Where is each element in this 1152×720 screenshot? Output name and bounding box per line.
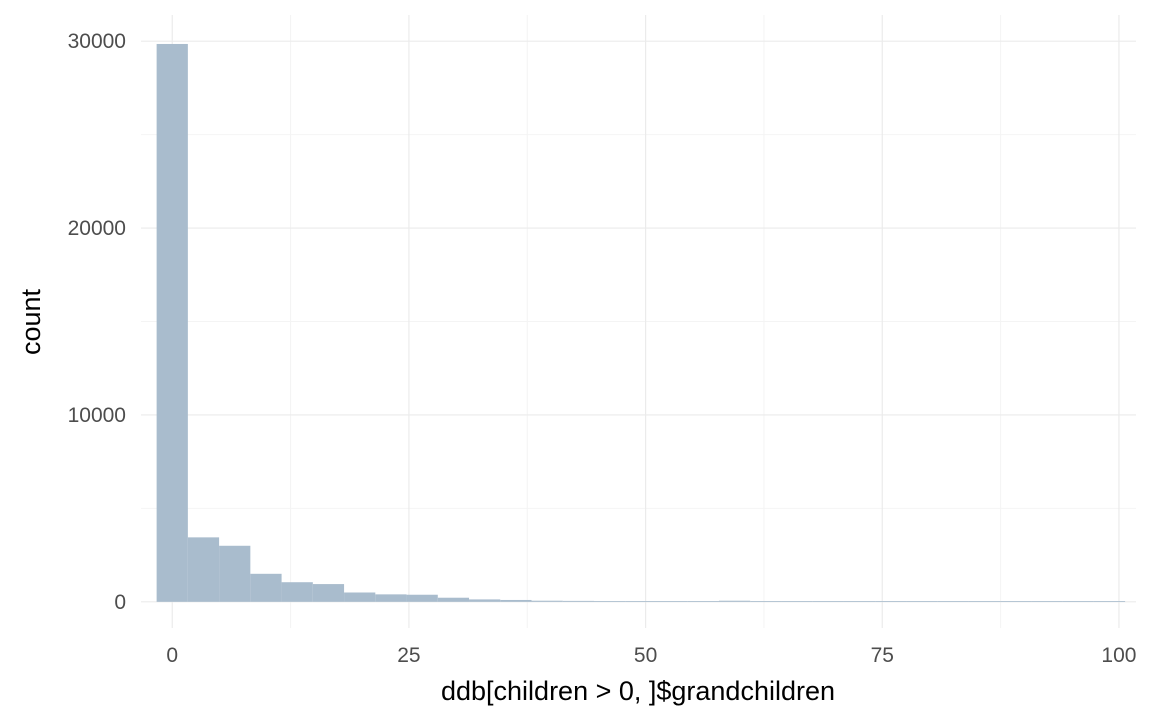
histogram-bar: [187, 537, 220, 602]
histogram-bar: [625, 601, 657, 602]
y-tick-label: 10000: [68, 404, 126, 427]
histogram-bar: [156, 43, 188, 602]
histogram-bar: [656, 601, 688, 602]
histogram-bar: [594, 601, 626, 602]
x-tick-label: 100: [1101, 644, 1136, 667]
histogram-bar: [531, 600, 563, 602]
x-tick-label: 75: [871, 644, 894, 667]
y-axis-title: count: [16, 288, 46, 355]
histogram-bar: [781, 601, 813, 602]
x-tick-label: 0: [166, 644, 178, 667]
histogram-bar: [812, 601, 844, 602]
y-tick-label: 30000: [68, 30, 126, 53]
histogram-bar: [375, 594, 407, 602]
y-axis-tick-labels: 0 10000 20000 30000: [68, 30, 126, 614]
histogram-bar: [500, 599, 532, 602]
y-tick-label: 0: [114, 591, 126, 614]
histogram-bar: [219, 545, 251, 602]
x-tick-label: 50: [634, 644, 657, 667]
histogram-bar: [750, 601, 782, 602]
histogram-bar: [906, 601, 938, 602]
histogram-bar: [1093, 601, 1126, 602]
histogram-bars: [156, 43, 1126, 602]
histogram-bar: [1000, 601, 1032, 602]
x-axis-title: ddb[children > 0, ]$grandchildren: [441, 676, 835, 706]
histogram-bar: [1062, 601, 1094, 602]
y-tick-label: 20000: [68, 217, 126, 240]
histogram-bar: [437, 597, 470, 602]
histogram-bar: [843, 601, 876, 602]
histogram-bar: [937, 601, 969, 602]
histogram-bar: [344, 592, 376, 602]
grid-major-lines: [141, 15, 1136, 628]
histogram-bar: [687, 601, 719, 602]
x-axis-tick-labels: 0 25 50 75 100: [166, 644, 1136, 667]
histogram-bar: [1031, 601, 1063, 602]
histogram-bar: [718, 600, 751, 602]
histogram-bar: [406, 594, 438, 602]
histogram-bar: [250, 573, 282, 602]
x-tick-label: 25: [397, 644, 420, 667]
histogram-bar: [875, 601, 907, 602]
histogram-bar: [469, 599, 501, 602]
histogram-bar: [562, 600, 595, 602]
histogram-bar: [968, 601, 1001, 602]
histogram-bar: [312, 584, 345, 602]
histogram-bar: [281, 582, 313, 602]
grid-minor-lines: [141, 15, 1136, 628]
